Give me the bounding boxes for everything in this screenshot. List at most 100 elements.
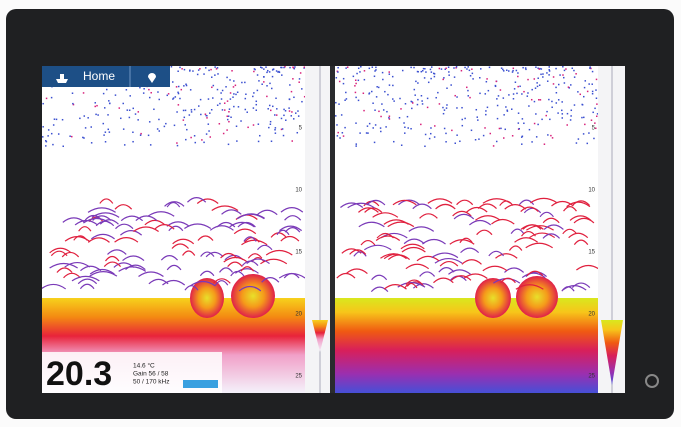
noise [392, 84, 394, 87]
fish-arch [236, 213, 265, 220]
fish-arch [456, 199, 474, 206]
fish-arch [125, 264, 146, 271]
noise [134, 113, 137, 115]
noise [363, 109, 365, 112]
noise [517, 72, 519, 74]
noise [132, 140, 134, 143]
fish-arch [197, 235, 214, 241]
fish-arch [257, 244, 273, 251]
noise [354, 91, 357, 94]
noise [376, 86, 378, 88]
noise [502, 68, 504, 71]
a-scope [601, 320, 623, 385]
noise [272, 105, 274, 108]
noise [570, 109, 573, 112]
noise [552, 76, 555, 78]
readout-line: Gain 56 / 58 [133, 371, 169, 378]
noise [53, 118, 56, 120]
noise [474, 139, 477, 141]
noise [487, 89, 490, 92]
depth-label: 5 [592, 126, 596, 132]
noise [148, 121, 151, 123]
noise [71, 92, 74, 94]
noise [373, 75, 376, 78]
depth-label: 5 [299, 126, 303, 132]
noise [52, 143, 54, 146]
noise [499, 89, 502, 91]
noise [595, 89, 597, 91]
noise [182, 109, 185, 112]
depth-scales: 5 10 15 20 25 5 10 15 20 25 [295, 126, 595, 380]
noise [180, 88, 183, 91]
noise [274, 127, 277, 129]
noise [464, 117, 466, 120]
noise [485, 80, 488, 83]
noise [417, 82, 419, 84]
noise [203, 73, 205, 75]
home-label[interactable]: Home [83, 69, 115, 83]
fish-arch [135, 215, 158, 222]
noise [500, 67, 503, 69]
noise [584, 80, 587, 82]
fish-arch [265, 249, 293, 256]
noise [205, 133, 208, 135]
noise [165, 122, 167, 125]
noise [183, 116, 186, 119]
noise [268, 104, 271, 107]
fish-arch [115, 223, 134, 230]
noise [216, 88, 219, 91]
noise [253, 68, 256, 70]
fish-arch [504, 267, 525, 273]
noise [284, 110, 287, 112]
noise [581, 116, 583, 119]
noise [342, 135, 345, 137]
noise [94, 105, 96, 108]
noise [206, 115, 208, 117]
depth-label: 20 [295, 312, 302, 318]
noise [280, 117, 283, 120]
noise [471, 72, 474, 75]
noise [420, 70, 423, 73]
noise [528, 105, 530, 107]
noise [523, 122, 525, 125]
fish-arch [416, 255, 440, 262]
fish-arch [491, 218, 515, 225]
noise [503, 137, 505, 139]
noise [44, 140, 47, 142]
noise [534, 87, 537, 89]
noise [193, 108, 196, 111]
noise [517, 75, 519, 78]
fish-arch [452, 210, 472, 217]
noise [519, 85, 521, 88]
noise [123, 144, 126, 146]
noise [531, 141, 533, 143]
noise [267, 108, 269, 110]
fish-arch [448, 269, 471, 275]
noise [401, 69, 404, 72]
noise [512, 93, 515, 95]
fish-arch [375, 235, 401, 241]
noise [506, 110, 509, 112]
noise [500, 127, 502, 130]
readout-line: 14.6 °C [133, 362, 155, 370]
noise [293, 96, 295, 99]
noise [257, 140, 260, 143]
noise [563, 82, 566, 84]
noise [443, 127, 446, 130]
noise [573, 69, 575, 72]
noise [595, 78, 598, 81]
noise [421, 69, 424, 72]
noise [352, 75, 355, 78]
noise [492, 145, 495, 147]
noise [177, 85, 180, 88]
noise [142, 92, 145, 94]
home-bar[interactable] [42, 66, 170, 87]
power-button[interactable] [645, 374, 659, 388]
noise [502, 70, 505, 72]
pin-icon[interactable] [148, 73, 156, 83]
noise [270, 140, 273, 143]
noise [388, 71, 390, 73]
noise [542, 73, 544, 75]
noise [589, 67, 591, 69]
